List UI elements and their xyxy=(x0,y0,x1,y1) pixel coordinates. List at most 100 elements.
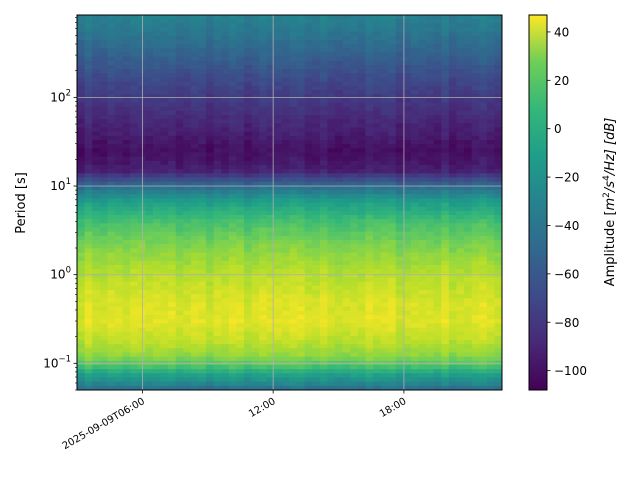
heatmap-cell xyxy=(357,319,366,324)
heatmap-cell xyxy=(403,31,412,37)
heatmap-cell xyxy=(183,106,192,112)
heatmap-cell xyxy=(266,369,275,374)
heatmap-cell xyxy=(297,277,306,283)
heatmap-cell xyxy=(152,81,162,87)
heatmap-cell xyxy=(175,27,184,33)
heatmap-cell xyxy=(388,277,397,283)
heatmap-cell xyxy=(372,294,382,299)
heatmap-cell xyxy=(243,290,253,295)
heatmap-cell xyxy=(418,344,427,349)
heatmap-cell xyxy=(410,281,420,287)
heatmap-cell xyxy=(190,131,200,137)
heatmap-cell xyxy=(152,106,162,112)
heatmap-cell xyxy=(486,60,496,66)
heatmap-cell xyxy=(168,31,177,37)
heatmap-cell xyxy=(99,223,108,229)
heatmap-cell xyxy=(259,60,268,66)
heatmap-cell xyxy=(327,260,336,266)
heatmap-cell xyxy=(122,123,131,129)
heatmap-cell xyxy=(281,244,291,249)
heatmap-cell xyxy=(433,123,442,129)
heatmap-cell xyxy=(494,310,502,316)
heatmap-cell xyxy=(152,290,162,295)
heatmap-cell xyxy=(130,23,139,29)
heatmap-cell xyxy=(92,381,101,387)
heatmap-cell xyxy=(319,315,329,320)
heatmap-cell xyxy=(395,319,404,324)
heatmap-cell xyxy=(335,198,344,204)
heatmap-cell xyxy=(168,240,177,245)
heatmap-cell xyxy=(327,331,336,337)
heatmap-cell xyxy=(297,294,306,299)
heatmap-cell xyxy=(312,265,321,270)
heatmap-cell xyxy=(426,348,435,354)
heatmap-cell xyxy=(418,77,427,83)
heatmap-cell xyxy=(266,365,275,370)
heatmap-cell xyxy=(479,48,488,54)
heatmap-cell xyxy=(372,181,382,187)
heatmap-cell xyxy=(365,381,374,387)
heatmap-cell xyxy=(228,19,237,24)
heatmap-cell xyxy=(198,152,207,158)
heatmap-cell xyxy=(350,40,359,45)
heatmap-cell xyxy=(380,44,389,49)
heatmap-cell xyxy=(107,365,116,370)
heatmap-cell xyxy=(319,194,329,199)
heatmap-cell xyxy=(327,102,336,108)
heatmap-cell xyxy=(221,248,230,254)
heatmap-cell xyxy=(259,169,268,174)
heatmap-cell xyxy=(342,65,351,70)
heatmap-cell xyxy=(456,352,465,358)
heatmap-cell xyxy=(183,144,192,149)
heatmap-cell xyxy=(266,348,275,354)
heatmap-cell xyxy=(494,277,502,283)
heatmap-cell xyxy=(190,94,200,99)
heatmap-cell xyxy=(433,98,442,104)
heatmap-cell xyxy=(456,215,465,220)
heatmap-cell xyxy=(456,165,465,170)
heatmap-cell xyxy=(168,27,177,33)
heatmap-cell xyxy=(114,319,124,324)
heatmap-cell xyxy=(92,73,101,79)
heatmap-cell xyxy=(410,81,420,87)
heatmap-cell xyxy=(418,198,427,204)
heatmap-cell xyxy=(464,194,473,199)
heatmap-cell xyxy=(426,69,435,74)
heatmap-cell xyxy=(99,369,108,374)
heatmap-cell xyxy=(114,365,124,370)
heatmap-cell xyxy=(137,306,146,312)
heatmap-cell xyxy=(145,194,154,199)
heatmap-cell xyxy=(448,298,458,304)
heatmap-cell xyxy=(84,260,93,266)
heatmap-cell xyxy=(335,23,344,29)
heatmap-cell xyxy=(479,227,488,233)
heatmap-cell xyxy=(388,44,397,49)
heatmap-cell xyxy=(327,306,336,312)
heatmap-cell xyxy=(281,60,291,66)
heatmap-cell xyxy=(77,127,86,133)
heatmap-cell xyxy=(221,40,230,45)
heatmap-cell xyxy=(228,94,237,99)
heatmap-cell xyxy=(441,123,450,129)
heatmap-cell xyxy=(145,27,154,33)
heatmap-cell xyxy=(266,206,275,212)
heatmap-cell xyxy=(274,306,283,312)
heatmap-cell xyxy=(456,310,465,316)
heatmap-cell xyxy=(319,244,329,249)
heatmap-cell xyxy=(84,344,93,349)
heatmap-cell xyxy=(198,223,207,229)
heatmap-cell xyxy=(418,206,427,212)
heatmap-cell xyxy=(312,69,321,74)
heatmap-cell xyxy=(441,181,450,187)
heatmap-cell xyxy=(221,281,230,287)
heatmap-cell xyxy=(418,352,427,358)
heatmap-cell xyxy=(160,165,169,170)
heatmap-cell xyxy=(456,140,465,145)
heatmap-cell xyxy=(297,19,306,24)
heatmap-cell xyxy=(137,248,146,254)
heatmap-cell xyxy=(304,244,313,249)
heatmap-cell xyxy=(77,310,86,316)
heatmap-cell xyxy=(145,269,154,274)
heatmap-cell xyxy=(456,40,465,45)
heatmap-cell xyxy=(99,110,108,116)
